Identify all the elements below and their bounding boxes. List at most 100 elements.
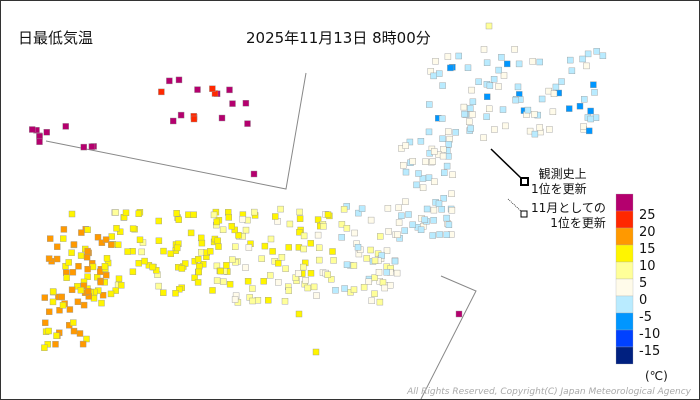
station-marker bbox=[480, 134, 487, 141]
station-marker bbox=[223, 262, 230, 269]
station-marker bbox=[97, 278, 104, 286]
station-marker bbox=[529, 58, 536, 65]
station-marker bbox=[265, 297, 272, 304]
station-marker bbox=[242, 226, 250, 234]
station-marker bbox=[549, 108, 557, 116]
station-marker bbox=[141, 257, 148, 265]
station-marker bbox=[499, 106, 507, 113]
station-marker bbox=[538, 95, 546, 103]
station-marker bbox=[70, 241, 78, 248]
station-marker bbox=[440, 146, 447, 153]
station-marker bbox=[210, 211, 218, 219]
station-marker bbox=[195, 255, 202, 263]
station-marker bbox=[583, 62, 590, 70]
station-marker bbox=[83, 335, 90, 343]
station-marker bbox=[385, 228, 392, 235]
station-marker bbox=[166, 77, 173, 85]
legend-swatch bbox=[615, 295, 634, 314]
station-marker bbox=[70, 327, 78, 335]
station-marker bbox=[377, 233, 384, 240]
station-marker bbox=[213, 218, 220, 226]
station-marker bbox=[429, 158, 436, 165]
station-marker bbox=[421, 216, 428, 224]
station-marker bbox=[45, 327, 52, 335]
station-marker bbox=[491, 126, 498, 133]
station-marker bbox=[498, 54, 505, 61]
station-marker bbox=[242, 264, 249, 271]
station-marker bbox=[62, 123, 69, 130]
station-marker bbox=[316, 256, 323, 264]
station-marker bbox=[581, 96, 588, 103]
station-marker bbox=[502, 122, 509, 130]
station-marker bbox=[512, 96, 519, 104]
inset-divider bbox=[45, 72, 307, 190]
station-marker bbox=[439, 82, 446, 89]
station-marker bbox=[296, 208, 303, 216]
station-marker bbox=[500, 72, 508, 79]
station-marker bbox=[54, 243, 61, 250]
station-marker bbox=[430, 217, 437, 224]
station-marker bbox=[383, 247, 391, 254]
station-marker bbox=[29, 126, 36, 133]
station-marker bbox=[381, 284, 388, 292]
station-marker bbox=[90, 295, 98, 302]
station-marker bbox=[135, 210, 142, 217]
station-marker bbox=[440, 194, 447, 202]
station-marker bbox=[480, 46, 488, 53]
station-marker bbox=[260, 278, 267, 285]
station-marker bbox=[484, 93, 491, 101]
station-marker bbox=[74, 298, 82, 305]
station-marker bbox=[409, 158, 416, 165]
station-marker bbox=[300, 263, 307, 271]
station-marker bbox=[173, 209, 180, 217]
station-marker bbox=[439, 115, 446, 122]
station-marker bbox=[84, 226, 91, 234]
station-marker bbox=[175, 216, 182, 223]
station-marker bbox=[60, 235, 67, 242]
station-marker bbox=[376, 298, 384, 306]
station-marker bbox=[63, 274, 70, 281]
station-marker bbox=[394, 231, 401, 239]
station-marker bbox=[124, 248, 131, 255]
station-marker bbox=[558, 78, 565, 85]
station-marker bbox=[460, 103, 468, 111]
station-marker bbox=[190, 115, 198, 123]
station-marker bbox=[187, 229, 195, 237]
station-marker bbox=[103, 272, 110, 279]
station-marker bbox=[136, 236, 144, 244]
thin-square-marker bbox=[520, 210, 528, 218]
station-marker bbox=[172, 290, 179, 297]
station-marker bbox=[467, 125, 474, 132]
station-marker bbox=[220, 278, 227, 285]
station-marker bbox=[343, 224, 351, 232]
station-marker bbox=[445, 141, 452, 148]
station-marker bbox=[402, 198, 409, 205]
station-marker bbox=[524, 106, 532, 114]
station-marker bbox=[469, 98, 477, 106]
station-marker bbox=[429, 232, 436, 239]
station-marker bbox=[194, 279, 202, 286]
station-marker bbox=[312, 348, 320, 356]
station-marker bbox=[217, 267, 225, 275]
station-marker bbox=[443, 162, 451, 170]
station-marker bbox=[384, 205, 392, 212]
station-marker bbox=[225, 214, 233, 221]
station-marker bbox=[355, 209, 362, 217]
station-marker bbox=[430, 72, 437, 80]
station-marker bbox=[304, 284, 311, 292]
annotation-line: 11月としての bbox=[531, 201, 606, 215]
station-marker bbox=[66, 306, 74, 313]
station-marker bbox=[371, 274, 378, 281]
station-marker bbox=[219, 226, 227, 234]
station-marker bbox=[75, 263, 82, 270]
station-marker bbox=[395, 219, 403, 226]
station-marker bbox=[300, 232, 308, 240]
station-marker bbox=[115, 275, 123, 282]
station-marker bbox=[77, 252, 85, 259]
station-marker bbox=[84, 266, 91, 273]
station-marker bbox=[60, 226, 68, 233]
station-marker bbox=[431, 178, 438, 186]
legend-tick-label: 5 bbox=[639, 276, 648, 291]
station-marker bbox=[469, 111, 476, 118]
station-marker bbox=[213, 277, 221, 284]
